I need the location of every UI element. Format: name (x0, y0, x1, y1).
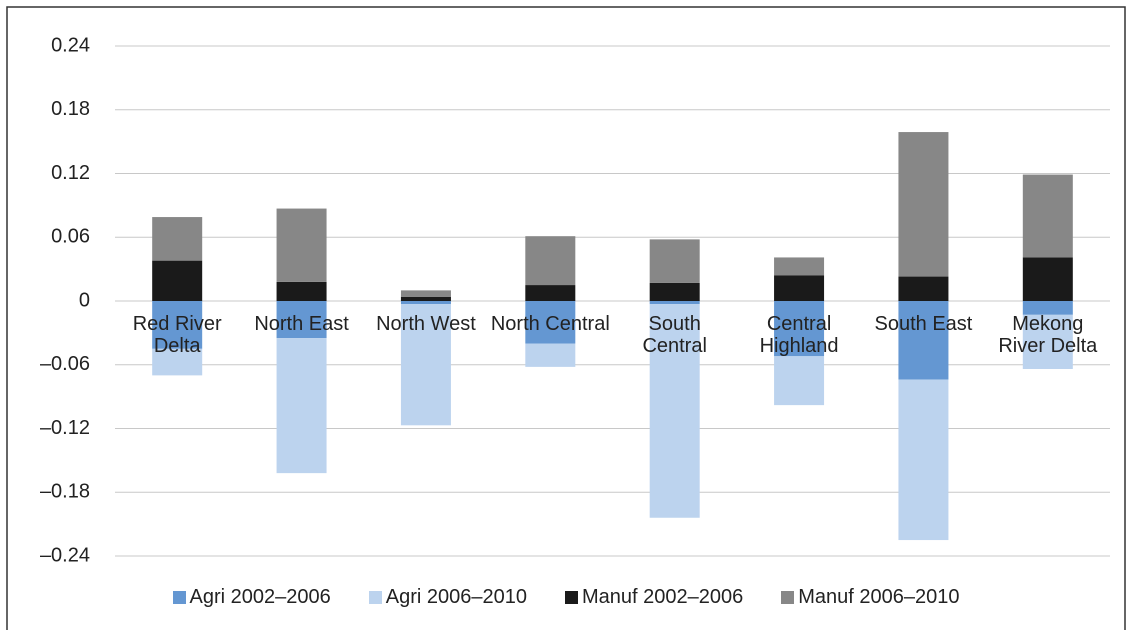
bar (276, 338, 327, 474)
y-tick-label: 0.06 (51, 226, 90, 248)
bar (152, 217, 203, 261)
bar (276, 301, 327, 339)
bar (525, 285, 576, 301)
bar (525, 236, 576, 286)
bar (400, 301, 451, 305)
bar (400, 296, 451, 301)
bar (898, 301, 949, 380)
legend-item: Agri 2006–2010 (368, 586, 527, 609)
bar (1022, 257, 1073, 301)
bar (400, 304, 451, 426)
x-tick-label: South Central (642, 313, 707, 357)
legend-label: Agri 2006–2010 (385, 586, 527, 608)
x-tick-label: South East (874, 313, 973, 335)
frame (6, 6, 1126, 630)
y-tick-label: 0.18 (51, 98, 90, 120)
legend-label: Agri 2002–2006 (189, 586, 331, 608)
legend-item: Manuf 2002–2006 (564, 586, 744, 609)
y-tick-label: –0.18 (40, 481, 90, 503)
bar (649, 282, 700, 301)
bar (276, 208, 327, 282)
bar (525, 343, 576, 367)
x-tick-label: North West (376, 313, 476, 335)
bar (649, 304, 700, 518)
y-tick-label: –0.06 (40, 353, 90, 375)
legend-swatch (781, 591, 795, 604)
x-tick-label: Central Highland (759, 313, 839, 357)
y-tick-label: 0.24 (51, 34, 90, 56)
bar (898, 276, 949, 301)
bar (1022, 314, 1073, 369)
legend-item: Agri 2002–2006 (172, 586, 331, 609)
legend-swatch (172, 591, 186, 604)
bar (276, 281, 327, 301)
bar (152, 301, 203, 349)
bar (774, 275, 825, 301)
legend-label: Manuf 2002–2006 (581, 586, 744, 608)
legend-swatch (368, 591, 382, 604)
legend-item: Manuf 2006–2010 (781, 586, 959, 609)
bar (1022, 301, 1073, 315)
y-tick-label: –0.24 (40, 544, 90, 566)
y-tick-label: 0.12 (51, 162, 90, 184)
bar (152, 348, 203, 376)
bar (649, 301, 700, 305)
bar (774, 301, 825, 357)
y-tick-label: –0.12 (40, 417, 90, 439)
legend: Agri 2002–2006 Agri 2006–2010 Manuf 2002–2… (0, 586, 1132, 609)
bar (400, 290, 451, 297)
bar (152, 260, 203, 301)
x-tick-label: Mekong River Delta (998, 313, 1098, 357)
bar (774, 257, 825, 276)
x-tick-label: North East (254, 313, 349, 335)
bar (898, 379, 949, 541)
x-tick-label: Red River Delta (132, 313, 222, 357)
bar (1022, 174, 1073, 258)
bar (649, 239, 700, 283)
bar (525, 301, 576, 344)
x-tick-label: North Central (490, 313, 610, 335)
bar (898, 132, 949, 277)
y-tick-label: 0 (79, 289, 90, 311)
legend-label: Manuf 2006–2010 (798, 586, 960, 608)
legend-swatch (564, 591, 578, 604)
bar (774, 356, 825, 406)
